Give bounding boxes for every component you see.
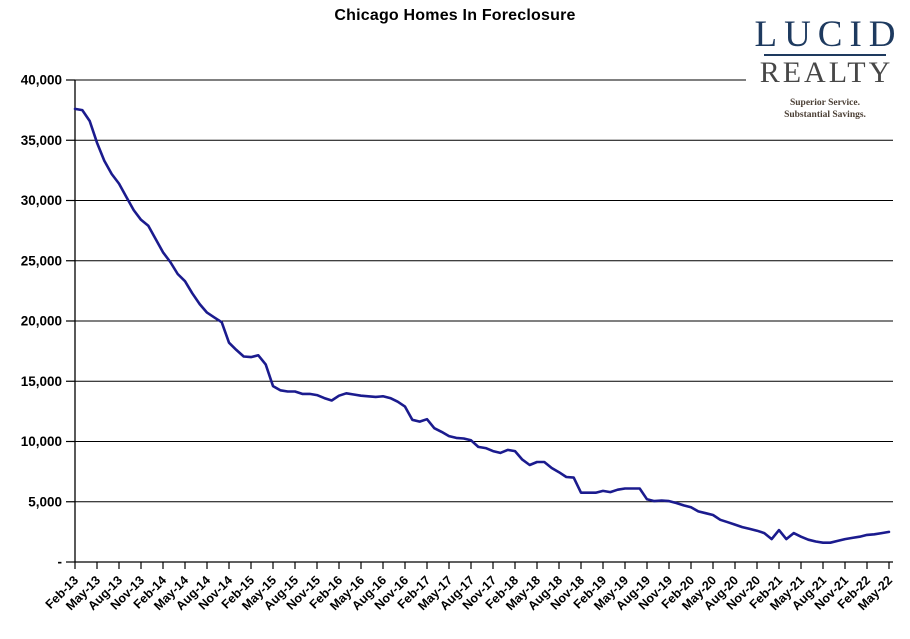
y-axis-tick-label: 30,000 <box>21 193 62 208</box>
y-axis-tick-label: 10,000 <box>21 434 62 449</box>
logo-divider-rule <box>764 54 886 56</box>
y-axis-tick-label: - <box>58 555 63 570</box>
y-axis-tick-label: 35,000 <box>21 133 62 148</box>
y-axis-tick-label: 15,000 <box>21 374 62 389</box>
logo-tagline: Superior Service. Substantial Savings. <box>746 97 904 123</box>
logo-tagline-line2: Substantial Savings. <box>784 110 866 121</box>
chart-title: Chicago Homes In Foreclosure <box>334 7 576 24</box>
y-axis-tick-label: 25,000 <box>21 253 62 268</box>
logo-wordmark-realty: REALTY <box>759 56 894 89</box>
y-axis-tick-label: 20,000 <box>21 314 62 329</box>
logo-wordmark-lucid: LUCID <box>754 14 903 55</box>
logo-tagline-line1: Superior Service. <box>789 97 860 108</box>
lucid-realty-logo: LUCID REALTY Superior Service. Substanti… <box>746 16 904 127</box>
y-axis-tick-label: 40,000 <box>21 73 62 88</box>
y-axis-tick-label: 5,000 <box>28 494 62 509</box>
foreclosure-data-line <box>73 107 891 545</box>
